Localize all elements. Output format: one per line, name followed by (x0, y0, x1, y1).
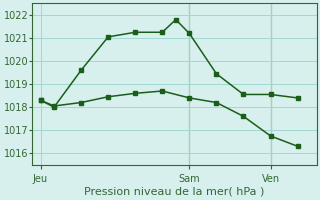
X-axis label: Pression niveau de la mer( hPa ): Pression niveau de la mer( hPa ) (84, 187, 265, 197)
